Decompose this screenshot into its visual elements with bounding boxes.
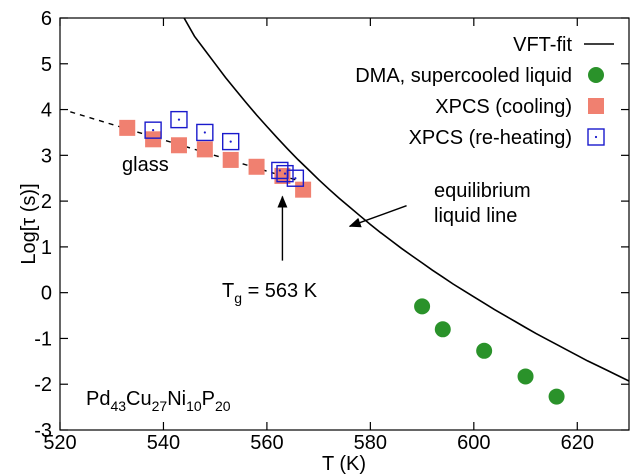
legend-swatch-dot xyxy=(594,135,598,139)
y-tick-label: 1 xyxy=(41,237,52,259)
xpcs-reheating-square xyxy=(170,110,188,129)
legend-label: XPCS (re-heating) xyxy=(409,127,572,149)
equilibrium-label: equilibrium xyxy=(434,180,531,202)
alloy-composition-label: Pd43Cu27Ni10P20 xyxy=(86,388,231,414)
tg-main: T xyxy=(222,280,234,302)
y-tick-label: 3 xyxy=(41,145,52,167)
glass-label: glass xyxy=(122,154,169,176)
y-axis-title: Log[τ (s)] xyxy=(18,183,40,264)
xpcs-reheating-square xyxy=(276,164,294,183)
alloy-element: Cu xyxy=(126,388,152,410)
alloy-element: Pd xyxy=(86,388,110,410)
x-tick-label: 580 xyxy=(354,432,387,454)
plot-frame xyxy=(59,17,630,431)
tg-rest: = 563 K xyxy=(242,280,318,302)
annotation-layer: glass equilibrium liquid line Tg = 563 K Pd4… xyxy=(86,154,531,414)
xpcs-reheating-point xyxy=(221,132,240,151)
y-tick-label: 6 xyxy=(41,8,52,30)
legend-label: DMA, supercooled liquid xyxy=(355,65,572,87)
legend-label: XPCS (cooling) xyxy=(435,96,572,118)
xpcs-reheating-dot xyxy=(283,172,287,175)
tg-label: Tg = 563 K xyxy=(222,280,318,306)
y-tick-label: 4 xyxy=(41,100,52,122)
xpcs-reheating-dot xyxy=(278,169,281,172)
tg-sub: g xyxy=(234,290,242,306)
legend: VFT-fit DMA, supercooled liquid XPCS (cool… xyxy=(355,34,614,149)
x-tick-label: 620 xyxy=(561,432,594,454)
dma-point xyxy=(414,298,431,315)
dma-point xyxy=(476,342,493,359)
xpcs-reheating-dot xyxy=(152,129,155,132)
equilibrium-arrow xyxy=(348,205,407,228)
x-tick-label: 600 xyxy=(457,432,490,454)
xpcs-reheating-square xyxy=(286,169,305,187)
alloy-element: Ni xyxy=(167,388,186,410)
dma-point xyxy=(434,321,451,338)
alloy-subscript: 10 xyxy=(186,398,202,414)
y-tick-label: -2 xyxy=(34,374,52,396)
xpcs-reheating-dot xyxy=(229,140,232,143)
xpcs-reheating-point xyxy=(286,169,305,187)
legend-swatch-circle xyxy=(588,67,604,83)
alloy-subscript: 43 xyxy=(110,398,126,414)
xpcs-cooling-point xyxy=(170,137,187,154)
xpcs-cooling-point xyxy=(274,167,291,184)
vft-fit-line xyxy=(183,18,629,382)
series-layer xyxy=(70,18,629,405)
xpcs-cooling-point xyxy=(145,131,162,148)
alloy-subscript: 27 xyxy=(152,398,168,414)
legend-swatch-square xyxy=(588,98,604,114)
y-tick-label: 2 xyxy=(41,191,52,213)
legend-swatch-open-square xyxy=(587,128,605,146)
x-tick-label: 540 xyxy=(147,432,180,454)
y-tick-label: -3 xyxy=(34,420,52,442)
xpcs-reheating-dot xyxy=(177,118,181,121)
xpcs-cooling-point xyxy=(248,158,265,175)
xpcs-reheating-point xyxy=(276,164,294,183)
x-tick-label: 520 xyxy=(43,432,76,454)
xpcs-reheating-point xyxy=(196,123,214,142)
xpcs-cooling-point xyxy=(119,119,136,136)
y-tick-label: 0 xyxy=(41,283,52,305)
xpcs-reheating-point xyxy=(144,121,162,139)
xpcs-cooling-point xyxy=(196,141,213,158)
xpcs-reheating-point xyxy=(170,110,188,129)
x-axis-title: T (K) xyxy=(322,453,366,474)
y-tick-label: -1 xyxy=(34,328,52,350)
xpcs-reheating-square xyxy=(196,123,214,142)
dma-point xyxy=(517,368,534,385)
legend-label: VFT-fit xyxy=(513,34,572,56)
xpcs-reheating-square xyxy=(221,132,240,151)
alloy-subscript: 20 xyxy=(215,398,231,414)
y-tick-label: 5 xyxy=(41,54,52,76)
dma-point xyxy=(548,388,565,405)
x-tick-label: 560 xyxy=(250,432,283,454)
liquid-line-label: liquid line xyxy=(434,205,517,227)
alloy-element: P xyxy=(202,388,215,410)
xpcs-reheating-dot xyxy=(203,131,206,134)
xpcs-cooling-point xyxy=(222,151,239,168)
tick-layer: 520 540 560 580 600 620 -3 -2 -1 0 1 2 3 4 5 6 xyxy=(34,8,629,454)
xpcs-reheating-square xyxy=(144,121,162,139)
xpcs-reheating-dot xyxy=(294,177,297,180)
